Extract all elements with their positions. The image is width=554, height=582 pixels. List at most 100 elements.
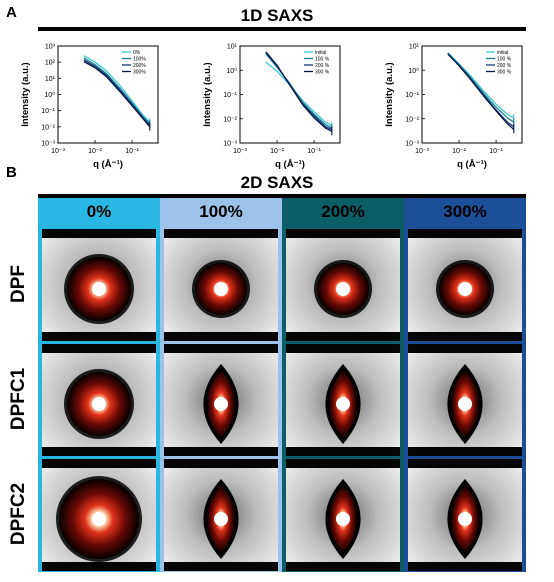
x-axis-label: q (Å⁻¹) — [275, 159, 305, 170]
panel-b-letter: B — [6, 164, 17, 181]
y-tick-label: 10⁻² — [405, 116, 419, 123]
detector-gap-bottom — [408, 562, 522, 571]
detector-gap-top — [164, 459, 278, 468]
legend-label: 300% — [133, 70, 146, 76]
saxs-pattern-DPFC1-300% — [408, 344, 522, 456]
panel-b-title: 2D SAXS — [240, 173, 314, 192]
detector-gap-bottom — [42, 447, 156, 456]
detector-gap-bottom — [42, 332, 156, 341]
detector-gap-top — [42, 459, 156, 468]
x-tick-label: 10⁻² — [88, 148, 102, 155]
beam-stop — [214, 397, 228, 411]
y-axis-label: Intensity (a.u.) — [202, 62, 213, 126]
beam-stop — [336, 397, 350, 411]
x-tick-label: 10⁻¹ — [125, 148, 139, 155]
beam-stop — [336, 512, 350, 526]
x-tick-label: 10⁻² — [270, 148, 284, 155]
series-line-4 — [83, 60, 151, 128]
series-line-1 — [83, 55, 151, 123]
y-tick-label: 10⁻² — [41, 124, 55, 131]
detector-gap-bottom — [408, 332, 522, 341]
legend-label: 200 % — [315, 63, 330, 69]
detector-gap-bottom — [164, 332, 278, 341]
series-line-3 — [83, 59, 151, 127]
y-tick-label: 10² — [45, 60, 56, 67]
legend-label: 200 % — [497, 63, 512, 69]
x-tick-label: 10⁻¹ — [489, 148, 503, 155]
beam-stop — [458, 397, 472, 411]
detector-gap-top — [408, 344, 522, 353]
y-tick-label: 10⁻³ — [41, 141, 55, 148]
y-tick-label: 10¹ — [45, 76, 56, 83]
detector-gap-top — [286, 229, 400, 238]
saxs-pattern-DPF-100% — [164, 229, 278, 341]
legend-label: 100% — [133, 57, 146, 63]
x-tick-label: 10⁻² — [452, 148, 466, 155]
y-tick-label: 10⁰ — [44, 91, 55, 99]
series-line-1 — [265, 61, 333, 127]
saxs-pattern-DPFC1-100% — [164, 344, 278, 456]
column-header-0%: 0% — [38, 198, 160, 226]
detector-gap-bottom — [42, 562, 156, 571]
panel-a-rule — [38, 27, 526, 31]
row-label-DPFC2: DPFC2 — [8, 482, 29, 546]
detector-gap-top — [286, 459, 400, 468]
detector-gap-bottom — [164, 447, 278, 456]
detector-gap-bottom — [286, 332, 400, 341]
y-tick-label: 10⁻³ — [405, 141, 419, 148]
y-tick-label: 10⁻² — [223, 116, 237, 123]
detector-gap-top — [408, 229, 522, 238]
saxs-pattern-DPFC1-0% — [42, 344, 156, 456]
saxs-pattern-DPFC2-100% — [164, 459, 278, 571]
legend-label: 200% — [133, 63, 146, 69]
beam-stop — [92, 397, 106, 411]
detector-gap-bottom — [164, 562, 278, 571]
y-tick-label: 10⁰ — [226, 67, 237, 75]
saxs-pattern-DPF-200% — [286, 229, 400, 341]
saxs-pattern-DPFC2-0% — [42, 459, 156, 571]
y-tick-label: 10⁻¹ — [405, 92, 419, 99]
y-tick-label: 10¹ — [227, 44, 238, 51]
x-tick-label: 10⁻¹ — [307, 148, 321, 155]
beam-stop — [214, 512, 228, 526]
detector-gap-top — [42, 344, 156, 353]
x-axis-label: q (Å⁻¹) — [457, 159, 487, 170]
saxs-2d-grid: 0% 100% 200% 300% — [38, 198, 526, 572]
panel-a-letter: A — [6, 4, 17, 21]
x-axis-label: q (Å⁻¹) — [93, 159, 123, 170]
y-tick-label: 10¹ — [409, 44, 420, 51]
x-tick-label: 10⁻³ — [415, 148, 429, 155]
legend-label: initial — [497, 50, 508, 56]
saxs-pattern-DPF-0% — [42, 229, 156, 341]
column-header-200%: 200% — [282, 198, 404, 226]
detector-gap-top — [164, 229, 278, 238]
y-axis-label: Intensity (a.u.) — [384, 62, 395, 126]
panel-b-rule — [38, 194, 526, 198]
y-tick-label: 10⁻¹ — [223, 92, 237, 99]
legend-label: 100 % — [315, 57, 330, 63]
saxs-pattern-DPFC2-200% — [286, 459, 400, 571]
y-tick-label: 10⁻³ — [223, 141, 237, 148]
beam-stop — [214, 282, 228, 296]
y-tick-label: 10⁰ — [408, 67, 419, 75]
panel-a-title: 1D SAXS — [240, 6, 314, 25]
beam-stop — [336, 282, 350, 296]
detector-gap-top — [286, 344, 400, 353]
saxs-pattern-DPFC1-200% — [286, 344, 400, 456]
beam-stop — [458, 512, 472, 526]
detector-gap-bottom — [286, 447, 400, 456]
column-header-300%: 300% — [404, 198, 526, 226]
legend-label: 300 % — [497, 70, 512, 76]
legend-label: 100 % — [497, 57, 512, 63]
legend-label: 0% — [133, 50, 141, 56]
saxs-pattern-DPFC2-300% — [408, 459, 522, 571]
beam-stop — [92, 282, 106, 296]
legend-label: 300 % — [315, 70, 330, 76]
y-axis-label: Intensity (a.u.) — [20, 62, 31, 126]
column-header-100%: 100% — [160, 198, 282, 226]
detector-gap-top — [164, 344, 278, 353]
x-tick-label: 10⁻³ — [233, 148, 247, 155]
